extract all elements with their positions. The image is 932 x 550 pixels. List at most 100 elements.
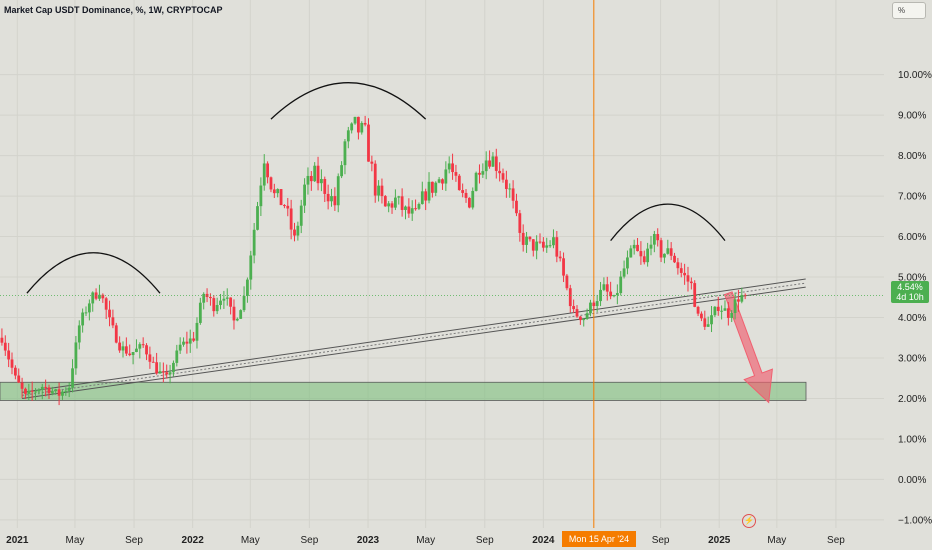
candle-body-down xyxy=(441,179,444,184)
y-tick-label: 0.00% xyxy=(898,475,926,486)
trend-channel-line xyxy=(22,286,806,399)
candle-body-down xyxy=(592,302,596,307)
candle-body-down xyxy=(279,189,283,206)
percent-scale-button[interactable]: % xyxy=(892,2,926,19)
candle-body-down xyxy=(209,296,212,299)
candle-body-down xyxy=(165,372,169,375)
candle-body-up xyxy=(74,342,78,369)
candle-body-down xyxy=(555,237,559,257)
candle-body-down xyxy=(383,196,387,207)
candle-body-down xyxy=(400,196,404,210)
candle-body-up xyxy=(40,386,44,390)
candle-body-up xyxy=(299,205,303,226)
candle-body-down xyxy=(683,272,687,276)
candle-body-down xyxy=(414,208,417,210)
candle-body-down xyxy=(13,367,17,376)
y-tick-label: 4.00% xyxy=(898,313,926,324)
y-tick-label: 5.00% xyxy=(898,273,926,284)
candle-body-down xyxy=(357,116,360,133)
candle-body-up xyxy=(713,306,717,316)
candle-body-down xyxy=(703,318,707,327)
candle-body-up xyxy=(64,390,68,392)
candle-body-down xyxy=(367,124,370,162)
candle-body-down xyxy=(30,390,34,392)
candle-body-up xyxy=(649,244,653,249)
candle-body-up xyxy=(393,197,397,208)
candle-body-up xyxy=(622,268,626,277)
candle-body-down xyxy=(104,298,108,310)
y-tick-label: 9.00% xyxy=(898,111,926,122)
candle-body-up xyxy=(484,160,488,172)
candle-body-up xyxy=(27,390,31,394)
x-tick-label: May xyxy=(767,535,786,546)
candle-body-down xyxy=(504,179,508,190)
candle-body-up xyxy=(626,257,629,269)
candle-body-up xyxy=(330,196,333,202)
x-tick-label: 2023 xyxy=(357,535,380,546)
candle-body-up xyxy=(242,295,246,311)
candle-body-up xyxy=(666,248,670,254)
candle-body-down xyxy=(679,268,683,273)
candle-body-down xyxy=(642,256,646,263)
candle-body-up xyxy=(427,181,431,201)
candle-body-up xyxy=(87,303,91,313)
candle-body-down xyxy=(659,240,663,258)
candle-body-up xyxy=(239,310,243,319)
candle-body-up xyxy=(138,344,142,349)
candle-body-up xyxy=(420,191,424,205)
candle-body-down xyxy=(390,203,394,208)
candle-body-up xyxy=(320,178,323,184)
candle-body-down xyxy=(407,206,411,214)
candle-body-down xyxy=(128,353,132,356)
candle-body-down xyxy=(737,299,740,302)
candle-body-up xyxy=(474,172,478,191)
candle-body-down xyxy=(44,386,48,388)
candle-body-down xyxy=(145,345,148,355)
candle-body-down xyxy=(3,342,7,351)
candle-body-down xyxy=(609,291,613,297)
candle-body-up xyxy=(350,123,354,131)
candle-body-down xyxy=(693,283,697,307)
candle-body-up xyxy=(296,225,300,236)
candle-body-up xyxy=(720,310,724,312)
candle-body-down xyxy=(430,181,434,193)
candle-body-down xyxy=(323,178,327,194)
tradingview-icon[interactable]: ⚡ xyxy=(742,514,756,528)
candle-body-down xyxy=(118,342,122,351)
candle-body-up xyxy=(235,318,239,321)
candle-body-up xyxy=(723,308,727,311)
candle-body-down xyxy=(101,294,105,299)
x-tick-label: May xyxy=(416,535,435,546)
candle-body-down xyxy=(108,309,111,318)
candle-body-down xyxy=(20,382,24,389)
candle-body-up xyxy=(121,346,125,351)
candle-body-up xyxy=(131,352,135,356)
candle-body-up xyxy=(50,391,54,394)
candle-body-down xyxy=(333,196,337,206)
candle-body-up xyxy=(215,305,219,312)
crosshair-date-label: Mon 15 Apr '24 xyxy=(562,531,636,547)
candle-body-down xyxy=(656,234,660,241)
candle-body-up xyxy=(276,189,280,194)
candle-body-down xyxy=(461,190,465,193)
candle-body-down xyxy=(716,306,720,311)
x-tick-label: Sep xyxy=(652,535,670,546)
candle-body-up xyxy=(410,208,414,214)
candle-body-up xyxy=(168,372,172,375)
candle-body-up xyxy=(652,234,656,245)
candle-body-down xyxy=(521,232,525,245)
candle-body-up xyxy=(740,294,744,302)
candle-body-down xyxy=(7,350,11,360)
candle-body-up xyxy=(595,301,599,307)
candle-body-down xyxy=(639,251,643,257)
candle-body-down xyxy=(266,163,270,178)
candle-body-up xyxy=(158,371,162,374)
candle-body-up xyxy=(525,236,528,245)
candle-body-up xyxy=(259,185,263,207)
candle-body-up xyxy=(646,248,650,263)
candle-body-down xyxy=(531,239,535,251)
candle-body-up xyxy=(135,348,138,353)
candle-body-down xyxy=(494,156,498,171)
